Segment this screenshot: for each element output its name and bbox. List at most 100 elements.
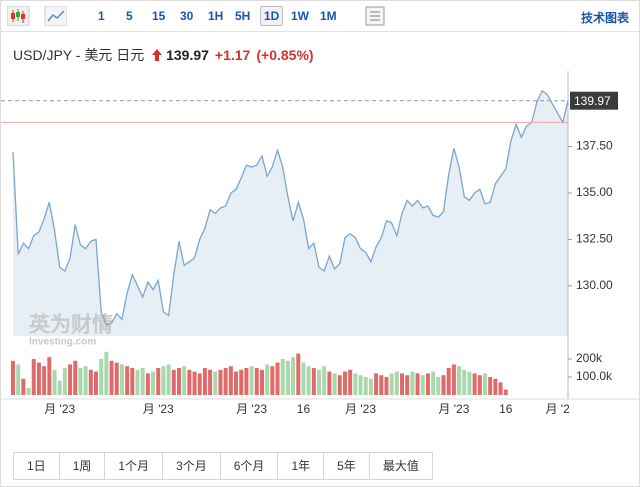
y-tick-label: 135.00 [576,185,613,199]
interval-button[interactable]: 1 [98,9,105,23]
volume-bar [270,366,275,395]
interval-button[interactable]: 5 [126,9,133,23]
volume-bar [306,366,311,395]
settings-icon[interactable] [365,6,385,26]
volume-bar [31,359,36,395]
range-buttons: 1日 1周 1个月 3个月 6个月 1年 5年 最大值 [13,452,433,480]
volume-bar [99,359,104,395]
volume-bar [176,368,181,395]
volume-bar [151,371,156,395]
volume-bar [109,360,114,395]
volume-tick-label: 100.0k [576,369,613,383]
toolbar: 1 5 15 30 1H 5H 1D 1W 1M 技术图表 [1,1,639,32]
volume-bar [483,373,488,395]
volume-bar [389,373,394,395]
volume-bar [135,369,140,395]
price-line [12,89,569,326]
y-tick-label: 132.50 [576,232,613,246]
volume-bar [171,369,176,395]
volume-bar [472,373,477,395]
volume-bar [488,377,493,395]
volume-bar [83,366,88,395]
last-price-tag [570,91,618,110]
volume-bar [93,371,98,395]
volume-bar [503,389,508,395]
volume-bar [166,364,171,395]
x-tick-label: 月 '23 [438,402,469,416]
volume-bar [498,382,503,395]
volume-bar [130,368,135,395]
interval-button[interactable]: 1M [320,9,337,23]
volume-bar [394,371,399,395]
volume-bar [223,368,228,395]
volume-bar [259,369,264,395]
technical-link[interactable]: 技术图表 [580,11,629,25]
volume-bar [467,371,472,395]
interval-button[interactable]: 30 [180,9,194,23]
volume-bar [16,364,21,395]
volume-bar [285,360,290,395]
x-tick-label: 月 '23 [236,402,267,416]
volume-bar [400,373,405,395]
volume-bar [493,378,498,395]
price-area [13,90,568,337]
volume-bar [405,375,410,395]
x-tick-label: 月 '2 [545,402,570,416]
change: +1.17 [214,47,251,63]
range-button[interactable]: 最大值 [382,459,419,473]
volume-bar [379,375,384,395]
range-button[interactable]: 3个月 [163,453,221,479]
volume-bar [228,366,233,395]
volume-bar [451,364,456,395]
range-button[interactable]: 1个月 [105,453,164,479]
volume-bar [36,362,41,395]
volume-bar [342,371,347,395]
range-button[interactable]: 5年 [324,453,370,479]
interval-button[interactable]: 15 [152,9,166,23]
volume-bar [317,369,322,395]
volume-bar [208,369,213,395]
range-button[interactable]: 1周 [60,453,106,479]
volume-bar [62,368,67,395]
range-button[interactable]: 1年 [278,453,325,479]
volume-bar [234,371,239,395]
y-tick-label: 130.00 [576,278,613,292]
watermark-site: Investing.com [29,337,96,348]
price: 139.97 [166,47,209,63]
volume-bar [88,369,93,395]
change-percent: (+0.85%) [256,47,314,63]
range-button[interactable]: 1日 [14,453,60,479]
volume-bar [156,368,161,395]
volume-bar [161,366,166,395]
interval-button[interactable]: 1W [291,9,309,23]
volume-bar [374,373,379,395]
x-tick-label: 月 '23 [143,402,174,416]
volume-bar [187,369,192,395]
volume-bar [119,364,124,395]
volume-bar [197,373,202,395]
volume-bar [114,362,119,395]
volume-bar [322,366,327,395]
volume-bar [11,360,15,395]
volume-bar [410,371,415,395]
chart-type-icons[interactable] [7,6,67,26]
volume-bar [145,373,150,395]
last-price-label: 139.97 [574,94,611,108]
volume-bar [244,368,249,395]
volume-bar [332,373,337,395]
volume-bar [21,378,26,395]
volume-bar [337,375,342,395]
interval-button[interactable]: 1D [260,6,284,26]
range-button[interactable]: 6个月 [221,453,279,479]
interval-button[interactable]: 1H [208,9,224,23]
interval-button[interactable]: 5H [235,9,251,23]
volume-bar [192,371,197,395]
volume-bar [52,369,57,395]
volume-bar [265,364,270,395]
volume-bar [78,368,83,395]
volume-bar [26,387,31,395]
volume-bar [301,362,306,395]
volume-bar [182,366,187,395]
volume-bar [57,380,62,395]
